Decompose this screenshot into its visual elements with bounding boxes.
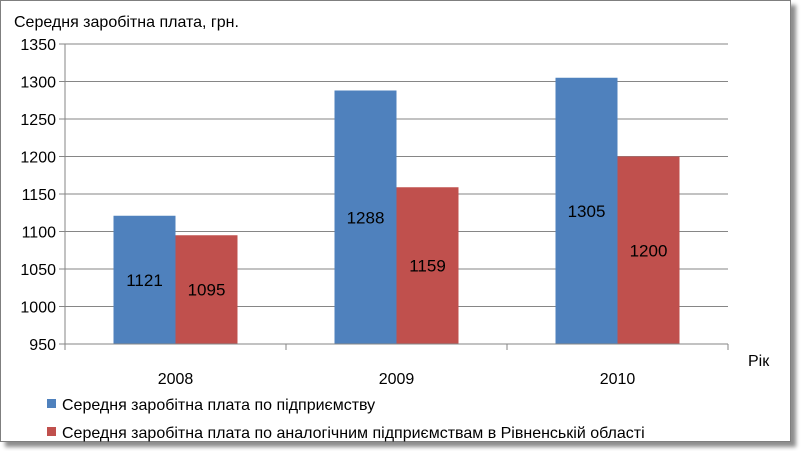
legend: Середня заробітна плата по підприємству … (47, 397, 645, 442)
bar-series-1-2008 (113, 215, 176, 344)
legend-label-series-2: Середня заробітна плата по аналогічним п… (62, 425, 645, 442)
data-label-series-2-2008: 1095 (188, 281, 226, 300)
data-label-series-2-2009: 1159 (409, 257, 446, 276)
y-tick-label: 1250 (20, 112, 56, 129)
data-label-series-1-2008: 1121 (126, 271, 163, 290)
y-tick-label: 950 (29, 337, 56, 354)
bars (113, 77, 680, 344)
y-tick-label: 1000 (20, 300, 56, 317)
y-tick-label: 1100 (22, 225, 57, 242)
x-tick-label: 2008 (158, 371, 194, 388)
y-tick-label: 1350 (20, 37, 56, 54)
legend-label-series-1: Середня заробітна плата по підприємству (62, 397, 375, 414)
axes: 950 1000 1050 1100 1150 1200 1250 1300 1350 2008 2… (20, 37, 729, 388)
legend-swatch-series-2 (47, 427, 56, 436)
data-labels: 1121 1288 1305 1095 1159 1200 (126, 202, 667, 300)
y-axis-title: Середня заробітна плата, грн. (14, 14, 239, 31)
x-axis-title: Рік (748, 353, 770, 370)
x-tick-label: 2010 (600, 371, 636, 388)
bar-series-1-2010 (555, 77, 618, 344)
bar-series-2-2009 (396, 187, 459, 344)
y-tick-label: 1300 (20, 75, 56, 92)
data-label-series-2-2010: 1200 (630, 241, 668, 260)
x-tick-label: 2009 (379, 371, 415, 388)
y-tick-label: 1200 (20, 150, 56, 167)
bar-series-2-2010 (617, 156, 680, 344)
data-label-series-1-2009: 1288 (347, 208, 385, 227)
y-tick-label: 1150 (22, 187, 57, 204)
y-tick-label: 1050 (20, 262, 56, 279)
data-label-series-1-2010: 1305 (568, 202, 606, 221)
bar-series-2-2008 (175, 235, 238, 344)
legend-swatch-series-1 (47, 399, 56, 408)
bar-series-1-2009 (334, 90, 397, 344)
